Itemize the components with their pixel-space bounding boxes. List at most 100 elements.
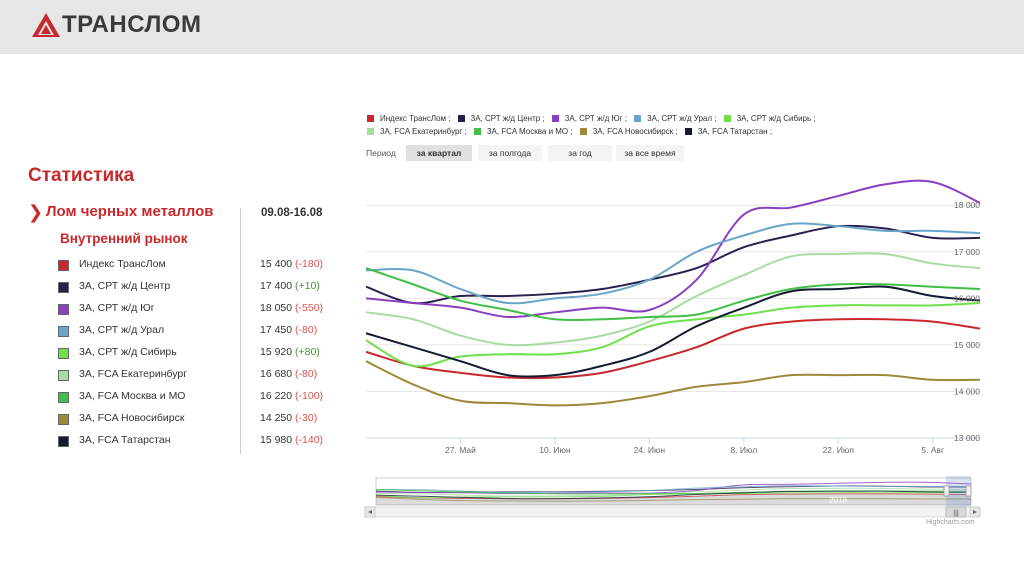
price-row: Индекс ТрансЛом 15 400 (-180) [58,257,328,275]
market-subtitle: Внутренний рынок [60,231,188,246]
chart-legend: Индекс ТрансЛом ; 3А, СРТ ж/д Центр ; 3А… [367,112,927,138]
row-label: Индекс ТрансЛом [79,258,166,270]
price-row: 3А, СРТ ж/д Юг 18 050 (-550) [58,301,328,319]
x-tick-label: 10. Июн [539,445,571,455]
legend-item[interactable]: 3А, FCA Москва и МО ; [474,125,573,138]
scroll-left-arrow-icon [368,510,372,514]
brand-logo[interactable]: ТРАНСЛОМ [31,11,201,39]
x-tick-label: 22. Июл [823,445,854,455]
row-label: 3А, СРТ ж/д Сибирь [79,346,177,358]
row-label: 3А, FCA Москва и МО [79,390,186,402]
y-tick-label: 14 000 [954,386,980,396]
row-label: 3А, FCA Екатеринбург [79,368,188,380]
price-row: 3А, FCA Новосибирск 14 250 (-30) [58,411,328,429]
scroll-grip-icon: ||| [953,510,959,517]
row-value: 17 400 (+10) [260,280,320,292]
legend-swatch [58,260,69,271]
price-row: 3А, FCA Москва и МО 16 220 (-100) [58,389,328,407]
row-value: 17 450 (-80) [260,324,318,336]
x-tick-label: 5. Авг [921,445,944,455]
legend-item[interactable]: 3А, FCA Татарстан ; [684,125,772,138]
logo-icon [32,13,60,37]
price-row: 3А, СРТ ж/д Сибирь 15 920 (+80) [58,345,328,363]
price-row: 3А, СРТ ж/д Урал 17 450 (-80) [58,323,328,341]
period-all-time-button[interactable]: за все время [616,145,684,161]
divider [240,208,241,454]
period-year-button[interactable]: за год [548,145,612,161]
row-value: 18 050 (-550) [260,302,324,314]
navigator-line-8 [375,490,972,500]
series-line-1 [365,224,981,305]
y-tick-label: 16 000 [954,293,980,303]
legend-swatch [58,326,69,337]
period-label: Период [366,148,396,158]
row-value: 15 400 (-180) [260,258,324,270]
navigator-area [376,493,971,505]
price-row: 3А, FCA Екатеринбург 16 680 (-80) [58,367,328,385]
legend-swatch [58,392,69,403]
brand-name: ТРАНСЛОМ [62,11,202,38]
price-row: 3А, FCA Татарстан 15 980 (-140) [58,433,328,451]
row-label: 3А, FCA Татарстан [79,434,171,446]
legend-item[interactable]: 3А, FCA Екатеринбург ; [367,125,467,138]
y-tick-label: 17 000 [954,247,980,257]
series-line-4 [365,302,981,368]
period-half-year-button[interactable]: за полгода [478,145,542,161]
legend-item[interactable]: 3А, FCA Новосибирск ; [579,125,678,138]
navigator-line-3 [375,485,972,494]
navigator-line-2 [375,481,972,495]
navigator-handle-left[interactable] [943,485,950,497]
row-value: 15 920 (+80) [260,346,320,358]
scroll-right-arrow-icon [973,510,977,514]
x-tick-label: 27. Май [445,445,476,455]
legend-swatch [58,304,69,315]
row-label: 3А, СРТ ж/д Урал [79,324,165,336]
series-line-3 [365,222,981,305]
series-line-6 [365,267,981,322]
price-row: 3А, СРТ ж/д Центр 17 400 (+10) [58,279,328,297]
legend-swatch [58,348,69,359]
period-quarter-button[interactable]: за квартал [406,145,472,161]
scrollbar-track[interactable] [364,506,981,518]
legend-item[interactable]: 3А, СРТ ж/д Сибирь ; [723,112,816,125]
legend-swatch [58,370,69,381]
legend-swatch [58,282,69,293]
chart-credit[interactable]: Highcharts.com [926,519,975,526]
section-title: Статистика [28,165,135,186]
legend-item[interactable]: 3А, СРТ ж/д Центр ; [457,112,545,125]
series-line-2 [365,179,981,319]
legend-swatch [58,436,69,447]
navigator-line-5 [375,487,972,497]
legend-item[interactable]: 3А, СРТ ж/д Урал ; [634,112,716,125]
y-tick-label: 15 000 [954,340,980,350]
row-value: 15 980 (-140) [260,434,324,446]
navigator-line-7 [375,496,972,502]
y-tick-label: 18 000 [954,200,980,210]
legend-item[interactable]: 3А, СРТ ж/д Юг ; [551,112,627,125]
x-tick-label: 8. Июл [730,445,757,455]
row-value: 14 250 (-30) [260,412,318,424]
row-label: 3А, СРТ ж/д Центр [79,280,171,292]
y-tick-label: 13 000 [954,433,980,443]
row-value: 16 220 (-100) [260,390,324,402]
chevron-right-icon: ❯ [28,202,44,222]
date-range: 09.08-16.08 [261,207,323,219]
category-label[interactable]: Лом черных металлов [46,203,214,220]
legend-item[interactable]: Индекс ТрансЛом ; [367,112,451,125]
navigator-year-label: 2018 [829,496,847,505]
x-tick-label: 24. Июн [634,445,666,455]
navigator-line-0 [375,493,972,500]
row-value: 16 680 (-80) [260,368,318,380]
category-row[interactable]: ❯ Лом черных металлов 09.08-16.08 [28,202,340,222]
series-line-5 [365,252,981,347]
row-label: 3А, СРТ ж/д Юг [79,302,155,314]
scrollbar-thumb[interactable] [945,506,967,518]
series-line-0 [365,318,981,380]
row-label: 3А, FCA Новосибирск [79,412,185,424]
header-bar: ТРАНСЛОМ [0,0,1024,54]
legend-swatch [58,414,69,425]
navigator-handle-right[interactable] [965,485,972,497]
series-line-7 [365,360,981,407]
series-line-8 [365,285,981,378]
